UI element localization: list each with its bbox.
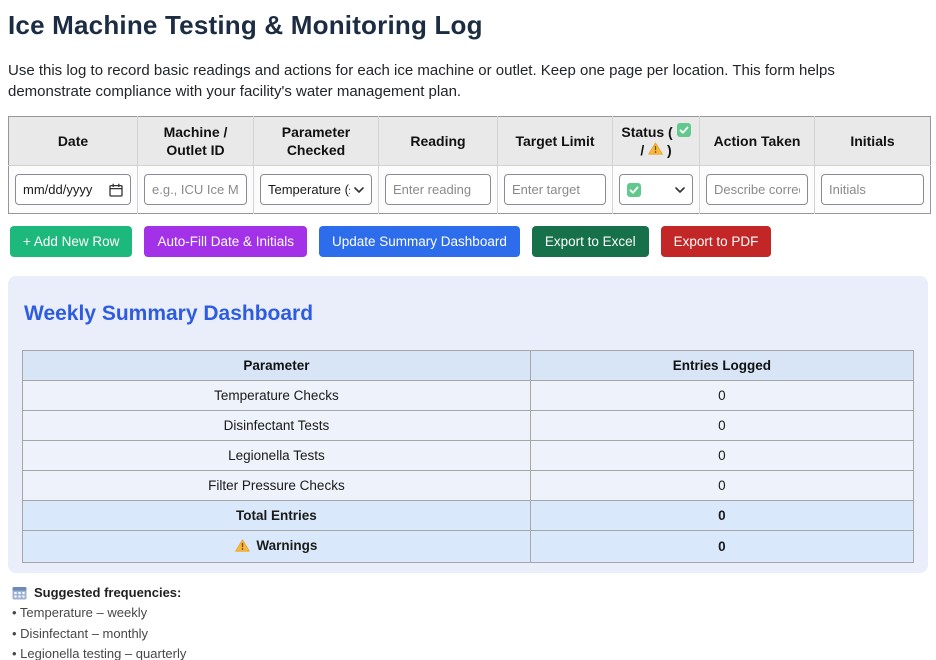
column-header-reading: Reading (378, 116, 498, 167)
summary-row-label: Filter Pressure Checks (22, 470, 531, 502)
export-to-pdf-button[interactable]: Export to PDF (660, 226, 772, 258)
summary-column-entries: Entries Logged (529, 350, 915, 382)
column-header-date: Date (8, 116, 138, 167)
chevron-down-icon (675, 187, 685, 193)
column-header-initials: Initials (814, 116, 931, 167)
warning-icon (648, 142, 663, 155)
total-entries-count: 0 (529, 500, 915, 532)
entries-count: 0 (529, 410, 915, 442)
autofill-date-initials-button[interactable]: Auto-Fill Date & Initials (144, 226, 307, 258)
status-header-separator: / (640, 142, 645, 159)
summary-row-label: Legionella Tests (22, 440, 531, 472)
log-table: Date Machine / Outlet ID Parameter Check… (8, 116, 931, 215)
footer-heading: Suggested frequencies: (34, 585, 182, 601)
dashboard-title: Weekly Summary Dashboard (24, 302, 314, 326)
check-icon (627, 182, 641, 197)
parameter-select-value: Temperature (≤ 6 (268, 182, 350, 198)
warnings-count: 0 (529, 530, 915, 564)
calendar-picker-icon[interactable] (109, 183, 123, 197)
action-taken-input[interactable] (706, 174, 808, 206)
page-title: Ice Machine Testing & Monitoring Log (8, 10, 483, 40)
frequency-item: • Legionella testing – quarterly (12, 645, 187, 660)
date-input[interactable]: mm/dd/yyyy (15, 174, 131, 206)
status-header-suffix: ) (667, 142, 672, 159)
chevron-down-icon (354, 187, 364, 193)
initials-input[interactable] (821, 174, 924, 206)
calendar-icon (12, 585, 27, 600)
column-header-target: Target Limit (497, 116, 613, 167)
status-header-prefix: Status ( (621, 124, 673, 141)
warnings-row: Warnings 0 (22, 530, 915, 564)
frequency-item: • Temperature – weekly (12, 605, 148, 621)
date-input-value: mm/dd/yyyy (23, 182, 93, 198)
weekly-summary-panel: Weekly Summary Dashboard Parameter Entri… (8, 276, 928, 574)
action-button-row: + Add New Row Auto-Fill Date & Initials … (10, 226, 928, 258)
status-select[interactable] (619, 174, 693, 206)
parameter-select[interactable]: Temperature (≤ 6 (260, 174, 372, 206)
check-icon (676, 123, 691, 138)
entries-count: 0 (529, 380, 915, 412)
column-header-parameter: Parameter Checked (253, 116, 379, 167)
summary-table: Parameter Entries Logged Temperature Che… (22, 350, 915, 564)
log-entry-row: mm/dd/yyyy Temperature (≤ 6 (8, 165, 931, 214)
update-summary-dashboard-button[interactable]: Update Summary Dashboard (319, 226, 520, 258)
column-header-status: Status ( / ) (612, 116, 700, 167)
page-description: Use this log to record basic readings an… (8, 62, 835, 100)
total-entries-row: Total Entries 0 (22, 500, 915, 532)
target-limit-input[interactable] (504, 174, 606, 206)
footer-notes: Suggested frequencies: • Temperature – w… (12, 585, 928, 660)
log-table-header-row: Date Machine / Outlet ID Parameter Check… (8, 116, 931, 167)
summary-row-label: Disinfectant Tests (22, 410, 531, 442)
entries-count: 0 (529, 440, 915, 472)
table-row: Filter Pressure Checks 0 (22, 470, 915, 502)
warning-icon (235, 539, 251, 552)
machine-id-input[interactable] (144, 174, 247, 206)
summary-row-label: Temperature Checks (22, 380, 531, 412)
add-new-row-button[interactable]: + Add New Row (10, 226, 133, 258)
column-header-machine: Machine / Outlet ID (137, 116, 254, 167)
warnings-label: Warnings (256, 538, 318, 554)
table-row: Legionella Tests 0 (22, 440, 915, 472)
reading-input[interactable] (385, 174, 491, 206)
table-row: Disinfectant Tests 0 (22, 410, 915, 442)
export-to-excel-button[interactable]: Export to Excel (531, 226, 649, 258)
summary-column-parameter: Parameter (22, 350, 531, 382)
column-header-action: Action Taken (699, 116, 815, 167)
table-row: Temperature Checks 0 (22, 380, 915, 412)
frequency-item: • Disinfectant – monthly (12, 625, 149, 641)
summary-header-row: Parameter Entries Logged (22, 350, 915, 382)
total-entries-label: Total Entries (22, 500, 531, 532)
entries-count: 0 (529, 470, 915, 502)
